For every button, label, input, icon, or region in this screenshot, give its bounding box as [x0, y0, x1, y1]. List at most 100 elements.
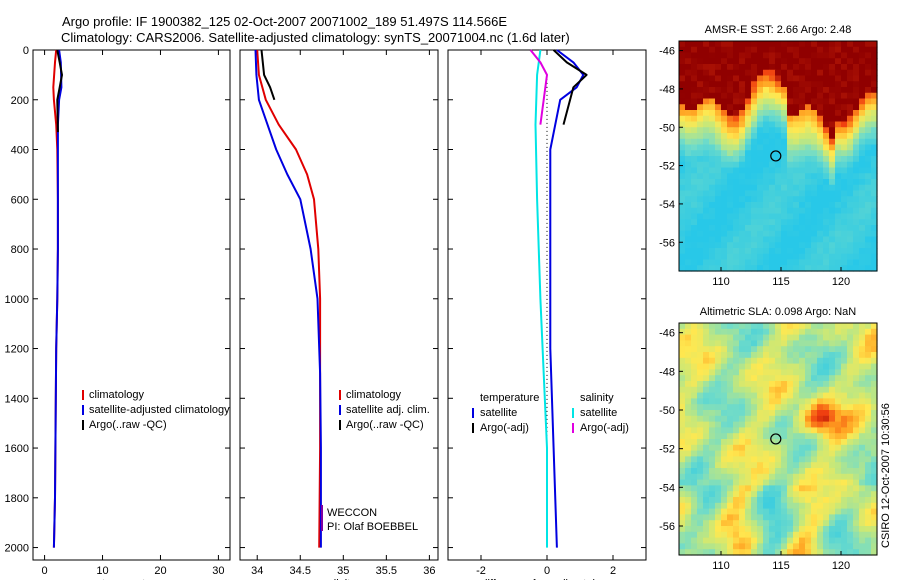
- heatmap-cell: [775, 404, 782, 411]
- heatmap-cell: [817, 427, 824, 434]
- heatmap-cell: [805, 133, 812, 140]
- heatmap-cell: [691, 98, 698, 105]
- heatmap-cell: [871, 81, 878, 88]
- heatmap-cell: [871, 473, 878, 481]
- heatmap-cell: [757, 357, 764, 365]
- heatmap-cell: [829, 415, 836, 423]
- heatmap-cell: [715, 404, 722, 411]
- heatmap-cell: [691, 184, 698, 192]
- heatmap-cell: [715, 410, 722, 417]
- heatmap-cell: [775, 81, 782, 88]
- heatmap-cell: [751, 526, 758, 533]
- heatmap-cell: [775, 138, 782, 146]
- heatmap-cell: [799, 357, 806, 365]
- heatmap-cell: [817, 421, 824, 428]
- heatmap-cell: [829, 543, 836, 550]
- heatmap-cell: [739, 491, 746, 498]
- heatmap-cell: [751, 167, 758, 174]
- heatmap-cell: [763, 404, 770, 411]
- heatmap-cell: [733, 127, 740, 134]
- heatmap-cell: [799, 64, 806, 71]
- heatmap-cell: [679, 265, 686, 272]
- heatmap-cell: [745, 98, 752, 105]
- heatmap-cell: [841, 156, 848, 163]
- heatmap-cell: [847, 363, 854, 370]
- heatmap-cell: [697, 213, 704, 220]
- heatmap-cell: [775, 415, 782, 423]
- heatmap-cell: [865, 531, 872, 539]
- heatmap-cell: [751, 115, 758, 123]
- heatmap-cell: [709, 110, 716, 117]
- heatmap-cell: [793, 433, 800, 440]
- heatmap-cell: [721, 144, 728, 151]
- heatmap-cell: [739, 398, 746, 405]
- heatmap-cell: [805, 369, 812, 376]
- heatmap-cell: [853, 196, 860, 203]
- heatmap-cell: [835, 184, 842, 192]
- heatmap-cell: [817, 230, 824, 238]
- heatmap-cell: [841, 473, 848, 481]
- heatmap-cell: [763, 392, 770, 399]
- heatmap-cell: [841, 213, 848, 220]
- heatmap-cell: [715, 138, 722, 146]
- heatmap-cell: [853, 121, 860, 128]
- heatmap-cell: [793, 514, 800, 521]
- heatmap-cell: [709, 323, 716, 330]
- heatmap-cell: [703, 549, 710, 556]
- heatmap-cell: [757, 265, 764, 272]
- heatmap-cell: [853, 357, 860, 365]
- heatmap-cell: [787, 346, 794, 353]
- heatmap-cell: [697, 219, 704, 226]
- heatmap-cell: [679, 173, 686, 180]
- heatmap-cell: [739, 144, 746, 151]
- heatmap-cell: [691, 259, 698, 266]
- heatmap-cell: [829, 236, 836, 243]
- heatmap-cell: [745, 121, 752, 128]
- heatmap-cell: [799, 485, 806, 492]
- heatmap-cell: [679, 352, 686, 359]
- heatmap-cell: [733, 473, 740, 481]
- heatmap-cell: [733, 98, 740, 105]
- heatmap-cell: [829, 514, 836, 521]
- heatmap-cell: [859, 179, 866, 186]
- heatmap-cell: [763, 508, 770, 515]
- heatmap-cell: [709, 479, 716, 486]
- heatmap-cell: [769, 485, 776, 492]
- heatmap-cell: [847, 46, 854, 54]
- heatmap-cell: [823, 104, 830, 111]
- heatmap-cell: [823, 219, 830, 226]
- heatmap-cell: [679, 41, 686, 48]
- heatmap-cell: [829, 104, 836, 111]
- heatmap-cell: [841, 242, 848, 249]
- heatmap-cell: [769, 479, 776, 486]
- heatmap-cell: [751, 127, 758, 134]
- heatmap-cell: [775, 485, 782, 492]
- y-tick-label: -56: [659, 237, 675, 249]
- heatmap-cell: [751, 104, 758, 111]
- heatmap-cell: [721, 328, 728, 336]
- legend-entry: satellite: [580, 407, 617, 419]
- heatmap-cell: [751, 404, 758, 411]
- heatmap-cell: [871, 450, 878, 457]
- heatmap-cell: [817, 127, 824, 134]
- heatmap-cell: [721, 357, 728, 365]
- heatmap-cell: [709, 543, 716, 550]
- heatmap-cell: [733, 427, 740, 434]
- heatmap-cell: [697, 161, 704, 169]
- heatmap-cell: [841, 456, 848, 463]
- heatmap-cell: [811, 473, 818, 481]
- heatmap-cell: [835, 346, 842, 353]
- heatmap-cell: [685, 207, 692, 215]
- heatmap-cell: [787, 514, 794, 521]
- heatmap-cell: [859, 92, 866, 100]
- heatmap-cell: [853, 156, 860, 163]
- heatmap-cell: [835, 253, 842, 261]
- heatmap-cell: [817, 473, 824, 481]
- heatmap-cell: [799, 225, 806, 232]
- heatmap-cell: [691, 127, 698, 134]
- heatmap-cell: [691, 427, 698, 434]
- heatmap-cell: [775, 369, 782, 376]
- heatmap-cell: [781, 52, 788, 59]
- heatmap-cell: [811, 213, 818, 220]
- heatmap-cell: [757, 531, 764, 539]
